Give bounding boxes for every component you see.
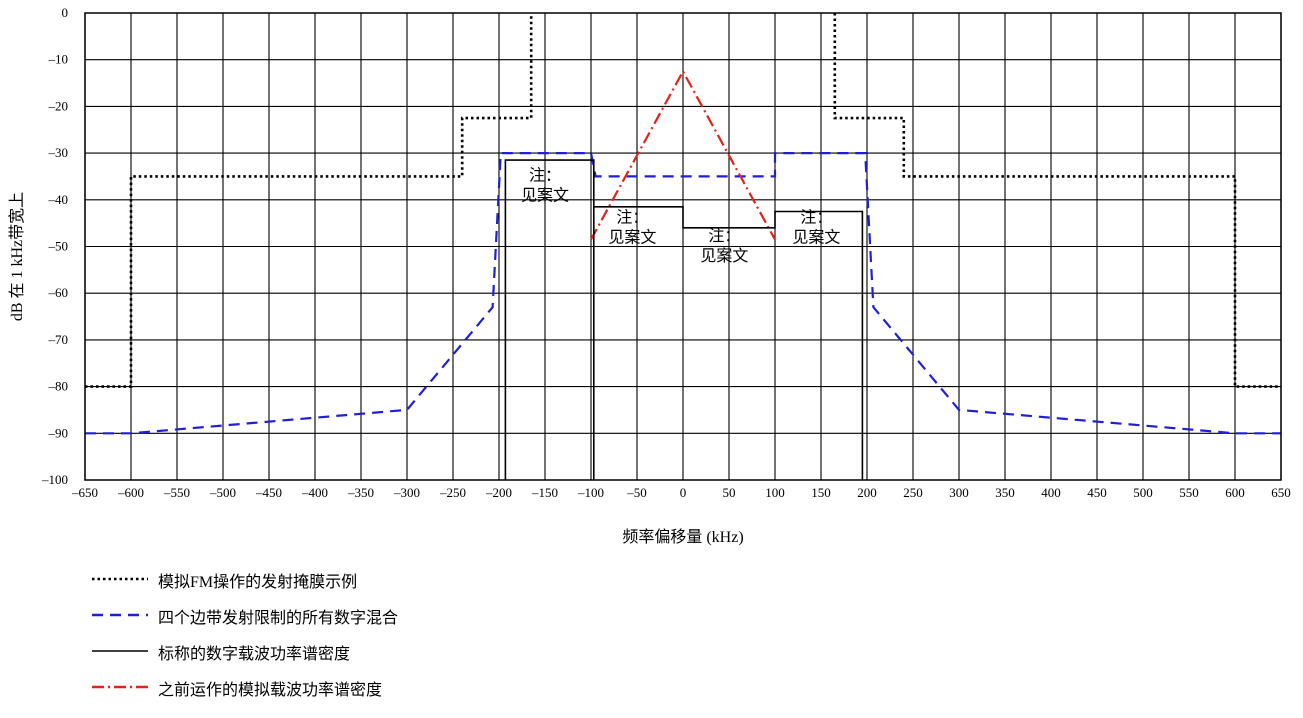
x-tick-label: 450 [1087, 485, 1107, 500]
x-tick-label: –250 [439, 485, 466, 500]
x-tick-label: 100 [765, 485, 785, 500]
x-tick-label: 350 [995, 485, 1015, 500]
annotation-note-text: 见案文 [792, 228, 840, 246]
y-tick-label: 0 [62, 5, 69, 20]
series-line-dashdot [590, 69, 776, 241]
y-tick-label: –70 [48, 332, 69, 347]
x-tick-label: –600 [117, 485, 144, 500]
x-tick-label: 150 [811, 485, 831, 500]
x-tick-label: 250 [903, 485, 923, 500]
legend-label: 四个边带发射限制的所有数字混合 [158, 610, 399, 627]
x-tick-label: –400 [301, 485, 328, 500]
annotation-note-label: 注： [616, 208, 648, 226]
y-tick-label: –10 [48, 52, 69, 67]
chart-series [85, 13, 1281, 480]
dotted-line-swatch-icon [92, 577, 148, 581]
dashed-line-swatch-icon [92, 613, 148, 617]
x-tick-label: –650 [71, 485, 98, 500]
legend-label: 模拟FM操作的发射掩膜示例 [158, 574, 358, 591]
y-axis-title: dB 在 1 kHz带宽上 [8, 192, 26, 321]
x-tick-label: 200 [857, 485, 877, 500]
x-tick-label: 600 [1225, 485, 1245, 500]
annotation-note-label: 注： [529, 166, 561, 184]
series-line-solid [593, 206, 864, 480]
legend-label: 标称的数字载波功率谱密度 [158, 646, 351, 663]
x-tick-label: 300 [949, 485, 969, 500]
x-tick-label: –100 [577, 485, 604, 500]
x-tick-label: –500 [209, 485, 236, 500]
x-tick-label: 50 [723, 485, 736, 500]
y-tick-label: –60 [48, 285, 69, 300]
solid-line-swatch-icon [92, 650, 148, 652]
y-tick-label: –50 [48, 239, 69, 254]
legend-label: 之前运作的模拟载波功率谱密度 [158, 682, 383, 699]
annotation-note-label: 注： [708, 227, 740, 245]
y-tick-label: –100 [41, 472, 68, 487]
x-tick-label: –150 [531, 485, 558, 500]
annotation-note-label: 注： [800, 208, 832, 226]
y-tick-label: –80 [48, 379, 69, 394]
annotation-note-text: 见案文 [608, 228, 656, 246]
chart-ticks: –650 –600 –550 –500 –450 –400 –350 –300 –250 –200… [41, 5, 1291, 500]
x-tick-label: 0 [680, 485, 687, 500]
series-line-dotted [833, 13, 1281, 388]
plot-frame [84, 12, 1282, 481]
x-tick-label: –350 [347, 485, 374, 500]
series-line-solid [504, 159, 595, 480]
annotation-note-text: 见案文 [521, 186, 569, 204]
series-line-dotted [85, 13, 533, 388]
y-tick-label: –20 [48, 98, 69, 113]
series-line-dashed [85, 152, 1281, 435]
y-tick-label: –30 [48, 145, 69, 160]
x-tick-label: 500 [1133, 485, 1153, 500]
chart-grid [84, 12, 1282, 481]
y-tick-label: –90 [48, 425, 69, 440]
x-tick-label: 650 [1271, 485, 1291, 500]
x-tick-label: 400 [1041, 485, 1061, 500]
x-tick-label: –300 [393, 485, 420, 500]
x-axis-title: 频率偏移量 (kHz) [622, 528, 743, 546]
x-tick-label: –550 [163, 485, 190, 500]
x-tick-label: 550 [1179, 485, 1199, 500]
x-tick-label: –450 [255, 485, 282, 500]
y-tick-label: –40 [48, 192, 69, 207]
x-tick-label: –200 [485, 485, 512, 500]
annotation-note-text: 见案文 [700, 247, 748, 265]
dashdot-line-swatch-icon [92, 685, 148, 689]
x-tick-label: –50 [626, 485, 647, 500]
